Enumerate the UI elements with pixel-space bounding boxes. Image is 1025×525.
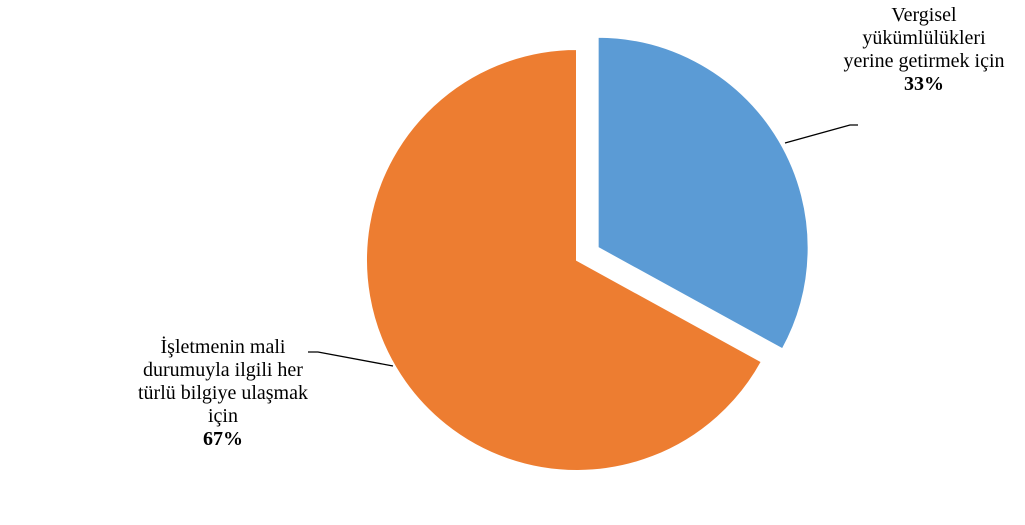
value-label: 33%: [904, 73, 944, 95]
label-box: İşletmenin mali durumuyla ilgili her tür…: [125, 336, 321, 451]
data-label: İşletmenin mali durumuyla ilgili her tür…: [125, 336, 321, 451]
leader-line: [784, 124, 858, 144]
category-label: İşletmenin mali durumuyla ilgili her tür…: [138, 336, 308, 427]
value-label: 67%: [203, 428, 243, 450]
leader-line: [308, 351, 394, 367]
category-label: Vergisel yükümlülükleri yerine getirmek …: [843, 4, 1005, 72]
pie-slice: [596, 35, 810, 351]
pie-slice: [365, 47, 764, 472]
label-box: Vergisel yükümlülükleri yerine getirmek …: [838, 4, 1010, 96]
data-label: Vergisel yükümlülükleri yerine getirmek …: [838, 4, 1010, 96]
